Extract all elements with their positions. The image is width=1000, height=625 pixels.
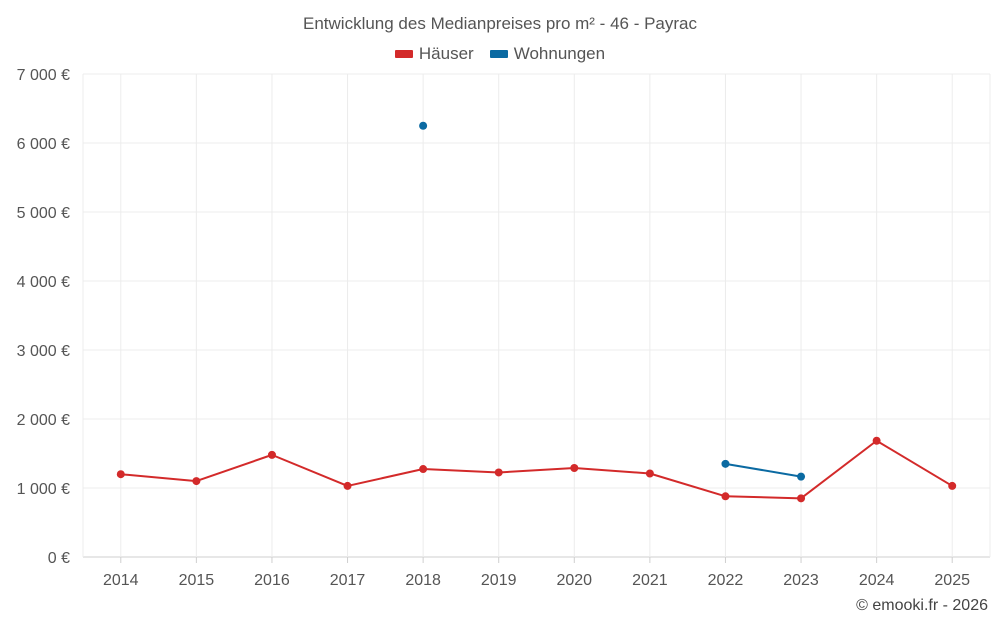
y-tick-label: 0 € [48, 550, 70, 567]
data-point-haeuser [343, 481, 352, 490]
y-tick-label: 7 000 € [17, 67, 70, 84]
data-point-wohnungen [419, 121, 428, 130]
series-line-haeuser [498, 466, 575, 474]
x-tick-label: 2016 [254, 572, 290, 589]
data-point-haeuser [570, 463, 579, 472]
series-line-haeuser [574, 466, 650, 475]
credit-text: © emooki.fr - 2026 [856, 597, 988, 614]
y-tick-label: 6 000 € [17, 136, 70, 153]
series-line-haeuser [120, 473, 197, 483]
data-point-haeuser [797, 494, 806, 503]
data-point-haeuser [494, 468, 503, 477]
legend-label-haeuser: Häuser [418, 44, 474, 63]
series-line-haeuser [423, 468, 499, 474]
x-tick-label: 2019 [481, 572, 517, 589]
legend-item-haeuser[interactable]: Häuser [394, 44, 474, 64]
data-point-haeuser [948, 481, 957, 490]
x-tick-label: 2015 [179, 572, 215, 589]
x-tick-label: 2023 [783, 572, 819, 589]
data-point-haeuser [267, 450, 276, 459]
legend: Häuser Wohnungen [0, 44, 1000, 64]
data-point-haeuser [645, 469, 654, 478]
data-point-haeuser [192, 477, 201, 486]
legend-label-wohnungen: Wohnungen [513, 44, 606, 63]
x-tick-label: 2022 [708, 572, 744, 589]
x-tick-label: 2021 [632, 572, 668, 589]
x-tick-label: 2024 [859, 572, 895, 589]
data-point-wohnungen [721, 459, 730, 468]
chart-title: Entwicklung des Medianpreises pro m² - 4… [303, 14, 697, 33]
legend-swatch-haeuser [394, 50, 413, 58]
series-line-haeuser [271, 453, 348, 487]
x-tick-label: 2017 [330, 572, 366, 589]
x-tick-label: 2025 [934, 572, 970, 589]
y-tick-label: 4 000 € [17, 274, 70, 291]
series-line-haeuser [347, 468, 424, 487]
y-tick-label: 5 000 € [17, 205, 70, 222]
y-tick-label: 1 000 € [17, 481, 70, 498]
x-tick-label: 2018 [405, 572, 441, 589]
data-point-wohnungen [797, 472, 806, 481]
data-point-haeuser [116, 470, 125, 479]
legend-swatch-wohnungen [489, 50, 508, 58]
series-line-haeuser [876, 439, 953, 487]
x-tick-label: 2020 [556, 572, 592, 589]
series-line-wohnungen [725, 462, 802, 478]
series-line-haeuser [649, 472, 726, 498]
legend-item-wohnungen[interactable]: Wohnungen [489, 44, 606, 64]
data-point-haeuser [419, 465, 428, 474]
x-tick-label: 2014 [103, 572, 139, 589]
y-tick-label: 3 000 € [17, 343, 70, 360]
data-point-haeuser [872, 436, 881, 445]
data-point-haeuser [721, 492, 730, 501]
series-line-haeuser [800, 439, 878, 500]
series-line-haeuser [725, 495, 802, 500]
series-line-haeuser [196, 453, 273, 483]
y-tick-label: 2 000 € [17, 412, 70, 429]
